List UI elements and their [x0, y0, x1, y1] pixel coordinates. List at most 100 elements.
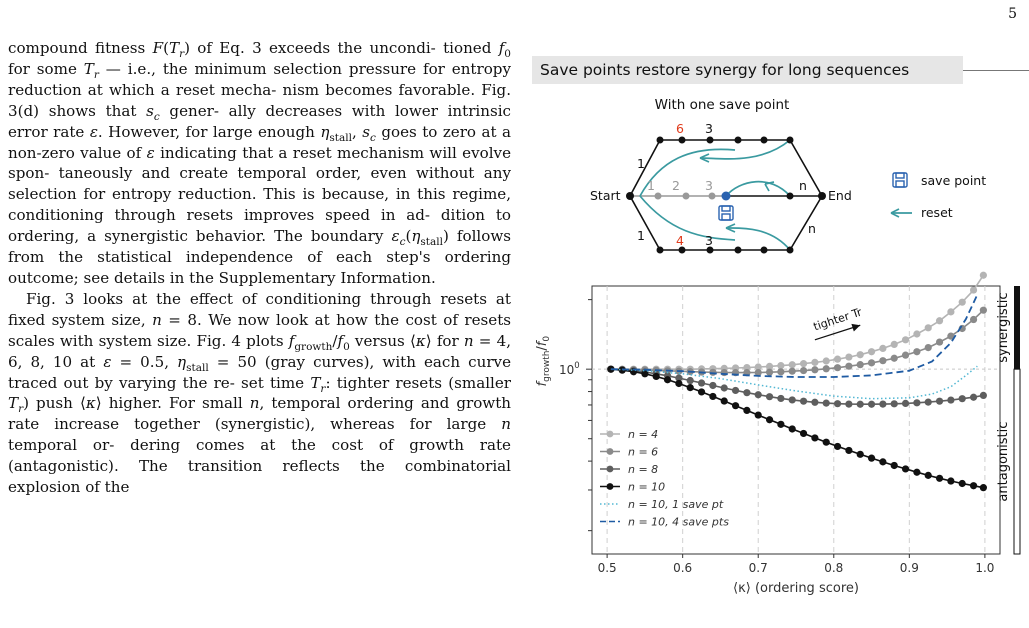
legend-marker-0: [606, 430, 614, 438]
series-0-point: [856, 351, 864, 359]
bottom-left-step-label: 1: [637, 228, 645, 243]
series-0-point: [743, 363, 751, 372]
antagonistic-bar: [1013, 368, 1021, 555]
end-label: End: [828, 188, 852, 203]
chart-legend: n = 4 n = 6 n = 8 n = 10 n = 10, 1 save pt n …: [600, 428, 729, 529]
series-3-point: [731, 402, 740, 410]
legend-label-5: n = 10, 4 save pts: [628, 516, 729, 529]
diagram-legend: save point reset: [890, 172, 986, 220]
series-0-point: [754, 363, 762, 371]
series-2-point: [879, 400, 887, 408]
series-3-point: [913, 468, 921, 476]
series-1-point: [765, 368, 774, 376]
series-2-point: [777, 394, 785, 403]
reset-arrow-bottom-inner: [725, 227, 791, 251]
series-1-point: [777, 368, 785, 376]
series-3-point: [652, 372, 660, 381]
tighter-tr-annotation: tighter Tr: [812, 305, 864, 341]
growth-vs-ordering-chart: 0.5 0.6 0.7 0.8 0.9 1.0 n = 4 n = 6 n = 8 n = 10…: [535, 271, 1021, 596]
series-2-point: [924, 398, 932, 406]
legend-label-3: n = 10: [628, 481, 665, 494]
x-tick-label-3: 0.8: [824, 561, 843, 575]
series-1-point: [890, 354, 898, 362]
series-0-point: [765, 362, 774, 371]
series-1-point: [947, 332, 955, 340]
series-2-point: [675, 374, 683, 382]
series-3-point: [607, 365, 615, 373]
series-0-point: [845, 353, 853, 361]
mid-step-label-3: 3: [705, 178, 713, 193]
series-2-point: [709, 381, 717, 390]
x-tick-label-5: 1.0: [975, 561, 994, 575]
series-0-point: [777, 362, 785, 370]
x-tick-label-1: 0.6: [673, 561, 692, 575]
series-2-point: [845, 400, 853, 408]
synergistic-label: synergistic: [996, 292, 1011, 362]
series-3-point: [947, 477, 955, 485]
series-0-point: [913, 330, 921, 338]
series-2-point: [754, 391, 762, 399]
series-2-point: [697, 379, 706, 387]
series-3-point: [867, 454, 876, 462]
diagram-title: With one save point: [655, 97, 790, 113]
series-1-point: [822, 365, 830, 373]
series-0-point: [799, 360, 808, 368]
antagonistic-label: antagonistic: [996, 422, 1011, 502]
x-tick-label-2: 0.7: [749, 561, 768, 575]
mid-step-label-1: 1: [647, 178, 655, 193]
series-2-point: [799, 397, 808, 405]
legend-marker-1: [606, 448, 614, 455]
series-2-point: [947, 396, 955, 404]
series-2-point: [913, 399, 921, 407]
bottom-step-label-4: 4: [676, 233, 684, 248]
series-0-point: [901, 336, 910, 344]
series-2-point: [833, 400, 842, 408]
body-text-column: compound fitness F(Tr) of Eq. 3 exceeds …: [8, 38, 511, 498]
series-0-point: [879, 344, 887, 353]
series-0-point: [935, 317, 944, 325]
series-1-point: [833, 364, 842, 372]
reset-curve-save: [725, 180, 791, 197]
series-line-0: [610, 274, 985, 370]
series-1-point: [935, 338, 944, 346]
series-2-point: [811, 398, 819, 406]
paragraph-1: compound fitness F(Tr) of Eq. 3 exceeds …: [8, 39, 512, 287]
series-0-point: [822, 357, 830, 365]
series-1-point: [845, 362, 853, 370]
top-left-step-label: 1: [637, 156, 645, 171]
y-tick-label-10: 100: [559, 361, 580, 377]
ticks-layer: 0.5 0.6 0.7 0.8 0.9 1.0: [586, 299, 994, 575]
bottom-path-line: [629, 195, 823, 251]
series-2-point: [901, 399, 910, 407]
series-1-point: [924, 343, 932, 352]
series-0-point: [867, 348, 876, 356]
paragraph-2: Fig. 3 looks at the effect of conditioni…: [8, 289, 512, 497]
series-3-point: [743, 406, 751, 415]
series-layer: [607, 271, 987, 492]
panel-title: Save points restore synergy for long seq…: [532, 56, 963, 84]
tighter-tr-arrowhead: [851, 323, 861, 332]
series-3-point: [663, 376, 672, 384]
series-3-point: [879, 458, 887, 466]
legend-label-0: n = 4: [628, 428, 658, 441]
mid-step-label-n: n: [799, 178, 807, 193]
series-3-point: [641, 370, 649, 378]
mid-step-label-2: 2: [672, 178, 680, 193]
legend-label-1: n = 6: [628, 446, 658, 459]
series-3-point: [811, 434, 819, 442]
plot-frame: [591, 285, 1001, 555]
series-2-point: [856, 400, 864, 408]
legend-marker-3: [606, 483, 614, 490]
page-number: 5: [1008, 6, 1017, 22]
series-3-point: [686, 384, 694, 392]
series-4: [610, 365, 978, 400]
series-line-1: [610, 309, 984, 374]
series-3: [607, 365, 987, 492]
series-3-point: [856, 450, 864, 458]
series-2-point: [822, 399, 830, 407]
series-3-point: [799, 429, 808, 438]
series-3-point: [958, 479, 966, 488]
series-3-point: [675, 379, 683, 388]
series-3-point: [901, 465, 910, 473]
save-point-diagram: With one save point Start End 1 6: [590, 97, 986, 254]
